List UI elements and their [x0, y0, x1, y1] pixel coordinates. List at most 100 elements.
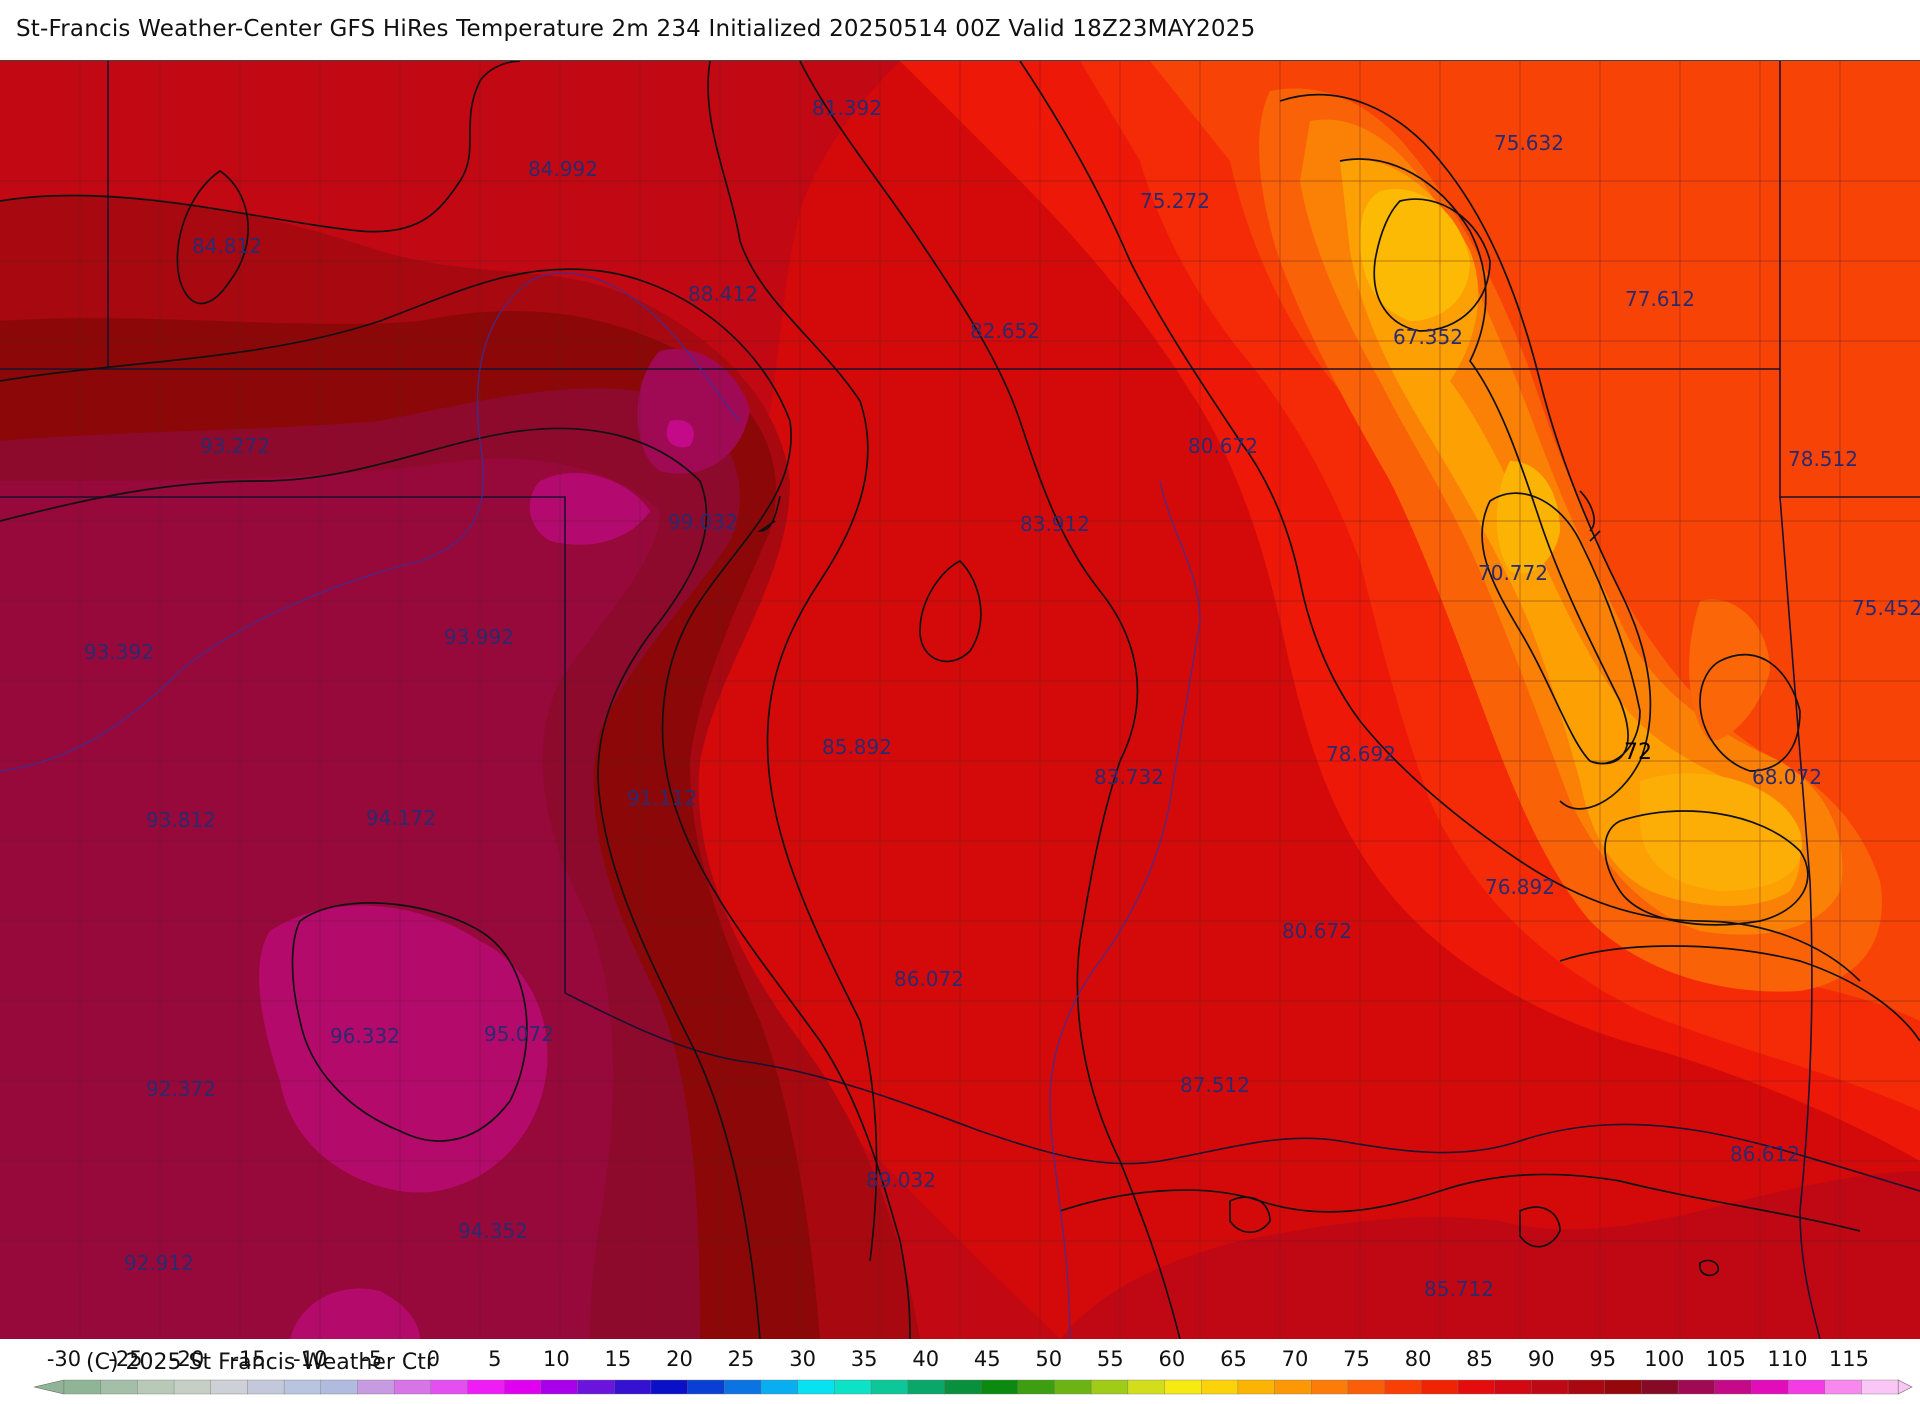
legend-tick-label: -5	[361, 1347, 382, 1371]
temp-label: 93.272	[200, 434, 270, 458]
legend-swatch	[614, 1379, 652, 1395]
legend-swatch	[1384, 1379, 1422, 1395]
legend-tick-label: 75	[1343, 1347, 1370, 1371]
legend-swatches	[33, 1379, 1913, 1395]
band-98	[637, 349, 750, 474]
contour-line	[1279, 93, 1652, 810]
band-100b	[259, 905, 548, 1193]
legend-tick-label: 20	[666, 1347, 693, 1371]
contour-line	[1373, 198, 1491, 332]
legend-swatch	[944, 1379, 982, 1395]
temperature-labels: 81.392 84.992 84.812 88.412 75.272 75.63…	[84, 96, 1920, 1301]
temp-label: 75.272	[1140, 189, 1210, 213]
contour-value-label: 72	[1624, 740, 1652, 765]
temp-label: 75.632	[1494, 131, 1564, 155]
legend-swatch	[1090, 1379, 1129, 1395]
legend-swatch	[173, 1379, 212, 1395]
temp-label: 86.072	[894, 967, 964, 991]
legend-swatch	[1311, 1379, 1349, 1395]
band-74b	[1689, 599, 1770, 741]
temp-label: 81.392	[812, 96, 882, 120]
contour-line	[1059, 1173, 1861, 1232]
legend-swatch	[1531, 1379, 1569, 1395]
contour-line	[1559, 945, 1920, 1042]
temp-label: 96.332	[330, 1024, 400, 1048]
legend-tick-label: 115	[1829, 1347, 1869, 1371]
contour-line	[1699, 1259, 1720, 1277]
legend-tick-label: 60	[1159, 1347, 1186, 1371]
contour-line	[1481, 492, 1641, 765]
temp-label: 99.032	[668, 510, 738, 534]
legend-tick-label: 25	[728, 1347, 755, 1371]
legend-swatch	[393, 1379, 432, 1395]
map-title: St-Francis Weather-Center GFS HiRes Temp…	[16, 16, 1256, 42]
county-grid	[0, 61, 1920, 1339]
legend-tick-label: 45	[974, 1347, 1001, 1371]
legend-swatch	[1237, 1379, 1276, 1395]
band-68c	[1640, 773, 1802, 891]
legend-tick-label: 5	[488, 1347, 501, 1371]
legend-swatch	[1347, 1379, 1386, 1395]
contour-line	[799, 61, 1181, 1339]
wind-barb	[757, 495, 781, 532]
contour-line	[1519, 1206, 1561, 1248]
band-68b	[1496, 461, 1560, 574]
legend-tick-label: 105	[1706, 1347, 1746, 1371]
legend-ticks: -30 -25 -20 -15 -10 -5 0 5 10 15 20 25 30 35 40 45 50 55 6…	[47, 1347, 1869, 1371]
legend-swatch	[1017, 1379, 1056, 1395]
temp-label: 85.892	[822, 735, 892, 759]
band-68	[1360, 189, 1470, 321]
legend-swatch	[100, 1379, 138, 1395]
legend-swatch	[1274, 1379, 1312, 1395]
legend-tick-label: 35	[851, 1347, 878, 1371]
legend-swatch	[980, 1379, 1019, 1395]
temp-label: 85.712	[1424, 1277, 1494, 1301]
legend-tick-label: 30	[789, 1347, 816, 1371]
legend-swatch	[283, 1379, 322, 1395]
legend-swatch	[1494, 1379, 1532, 1395]
legend-tick-label: 85	[1466, 1347, 1493, 1371]
copyright-notice: (C) 2025 St Francis Weather Ctr	[86, 1350, 435, 1375]
temp-label: 78.512	[1788, 447, 1858, 471]
legend-arrow-high	[1897, 1379, 1913, 1395]
legend-swatch	[210, 1379, 249, 1395]
legend-tick-label: 95	[1589, 1347, 1616, 1371]
legend-swatch	[1751, 1379, 1789, 1395]
legend-swatch	[1421, 1379, 1459, 1395]
temp-label: 87.512	[1180, 1073, 1250, 1097]
contour-line	[1604, 810, 1809, 926]
temp-label: 83.912	[1020, 512, 1090, 536]
blue-contour-line	[0, 272, 741, 772]
band-102	[666, 420, 694, 448]
temp-label: 76.892	[1485, 875, 1555, 899]
temp-label: 93.812	[146, 808, 216, 832]
legend-swatch	[1054, 1379, 1092, 1395]
temp-label: 80.672	[1188, 434, 1258, 458]
legend-tick-label: -15	[231, 1347, 265, 1371]
legend-swatch	[1824, 1379, 1863, 1395]
band-100c	[290, 1288, 420, 1339]
temp-label: 92.912	[124, 1251, 194, 1275]
temp-label: 89.032	[866, 1168, 936, 1192]
legend-arrow-low	[33, 1379, 65, 1395]
legend-swatch	[63, 1379, 102, 1395]
temp-label: 86.612	[1730, 1142, 1800, 1166]
legend-swatch	[357, 1379, 395, 1395]
legend-swatch	[870, 1379, 909, 1395]
legend-swatch	[650, 1379, 689, 1395]
temp-label: 82.652	[970, 319, 1040, 343]
blue-contour-layer	[0, 272, 1201, 1339]
legend-tick-label: 10	[543, 1347, 570, 1371]
legend-swatch	[504, 1379, 542, 1395]
legend-tick-label: 65	[1220, 1347, 1247, 1371]
contour-line	[707, 61, 878, 1262]
legend-swatch	[1164, 1379, 1202, 1395]
band-70	[1340, 159, 1800, 906]
legend-swatch	[1677, 1379, 1716, 1395]
legend-swatch	[760, 1379, 799, 1395]
legend-swatch	[834, 1379, 872, 1395]
temp-label: 77.612	[1625, 287, 1695, 311]
legend-swatch	[687, 1379, 725, 1395]
color-legend: -30 -25 -20 -15 -10 -5 0 5 10 15 20 25 30 35 40 45 50 55 6…	[0, 1338, 1920, 1400]
legend-swatch	[1861, 1379, 1899, 1395]
